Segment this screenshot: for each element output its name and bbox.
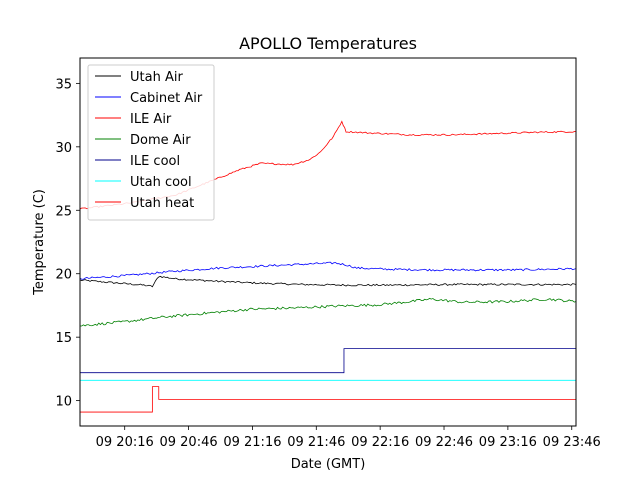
x-tick-label: 09 23:16: [479, 435, 537, 450]
legend: Utah Air Cabinet Air ILE Air Dome Air ILE co…: [87, 64, 215, 221]
y-axis: 10 15 20 25 30 35: [55, 77, 80, 410]
y-tick-label: 10: [55, 395, 72, 410]
x-tick-label: 09 22:16: [351, 435, 409, 450]
x-axis: 09 20:16 09 20:46 09 21:16 09 21:46 09 22:16…: [96, 426, 601, 450]
chart-title: APOLLO Temperatures: [239, 34, 417, 53]
y-tick-label: 20: [55, 268, 72, 283]
y-tick-label: 30: [55, 141, 72, 156]
legend-label: ILE Air: [130, 112, 172, 127]
legend-label: Utah Air: [130, 70, 183, 85]
legend-label: ILE cool: [130, 154, 180, 169]
x-axis-title: Date (GMT): [291, 457, 366, 472]
x-tick-label: 09 20:46: [159, 435, 217, 450]
x-tick-label: 09 20:16: [96, 435, 154, 450]
y-tick-label: 35: [55, 77, 72, 92]
legend-label: Utah heat: [130, 196, 194, 211]
legend-label: Dome Air: [130, 133, 191, 148]
y-tick-label: 25: [55, 204, 72, 219]
x-tick-label: 09 21:46: [287, 435, 345, 450]
series-line-utah-air: [80, 275, 576, 288]
y-tick-label: 15: [55, 331, 72, 346]
x-tick-label: 09 22:46: [415, 435, 473, 450]
x-tick-label: 09 21:16: [223, 435, 281, 450]
x-tick-label: 09 23:46: [543, 435, 601, 450]
legend-label: Utah cool: [130, 175, 192, 190]
plot-frame: [79, 57, 577, 427]
series-line-dome-air: [80, 297, 576, 327]
legend-label: Cabinet Air: [130, 91, 203, 106]
y-axis-title: Temperature (C): [32, 189, 47, 296]
series-line-utah-heat: [80, 386, 576, 413]
series-line-ile-cool: [80, 348, 576, 374]
series-line-cabinet-air: [80, 261, 576, 280]
